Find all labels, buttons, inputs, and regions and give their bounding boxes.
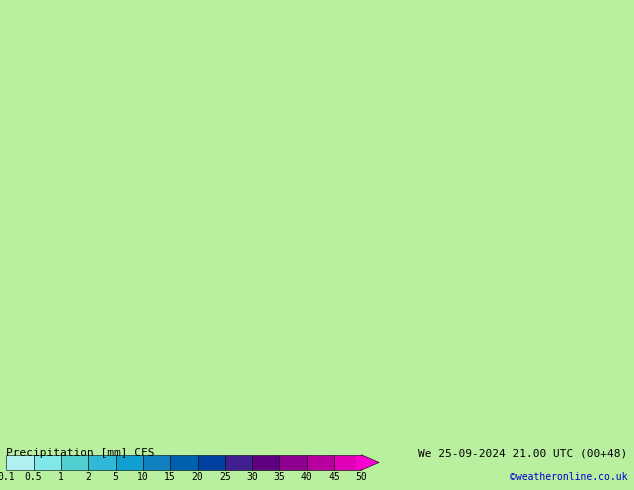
Polygon shape xyxy=(361,455,379,470)
Text: 5: 5 xyxy=(113,472,119,482)
Text: 25: 25 xyxy=(219,472,231,482)
Text: We 25-09-2024 21.00 UTC (00+48): We 25-09-2024 21.00 UTC (00+48) xyxy=(418,448,628,458)
Text: 2: 2 xyxy=(86,472,91,482)
Text: Precipitation [mm] CFS: Precipitation [mm] CFS xyxy=(6,448,155,458)
Bar xyxy=(307,455,334,470)
Bar xyxy=(88,455,115,470)
Bar xyxy=(225,455,252,470)
Bar xyxy=(252,455,280,470)
Bar xyxy=(170,455,198,470)
Bar xyxy=(34,455,61,470)
Text: 15: 15 xyxy=(164,472,176,482)
Text: 1: 1 xyxy=(58,472,64,482)
Text: 20: 20 xyxy=(191,472,204,482)
Bar xyxy=(334,455,361,470)
Bar xyxy=(61,455,88,470)
Text: 35: 35 xyxy=(274,472,285,482)
Text: 30: 30 xyxy=(246,472,258,482)
Text: 45: 45 xyxy=(328,472,340,482)
Bar xyxy=(115,455,143,470)
Bar xyxy=(6,455,34,470)
Bar xyxy=(280,455,307,470)
Text: 40: 40 xyxy=(301,472,313,482)
Text: 0.1: 0.1 xyxy=(0,472,15,482)
Bar xyxy=(143,455,170,470)
Text: 10: 10 xyxy=(137,472,149,482)
Bar xyxy=(198,455,225,470)
Text: ©weatheronline.co.uk: ©weatheronline.co.uk xyxy=(510,472,628,482)
Text: 0.5: 0.5 xyxy=(25,472,42,482)
Text: 50: 50 xyxy=(356,472,367,482)
